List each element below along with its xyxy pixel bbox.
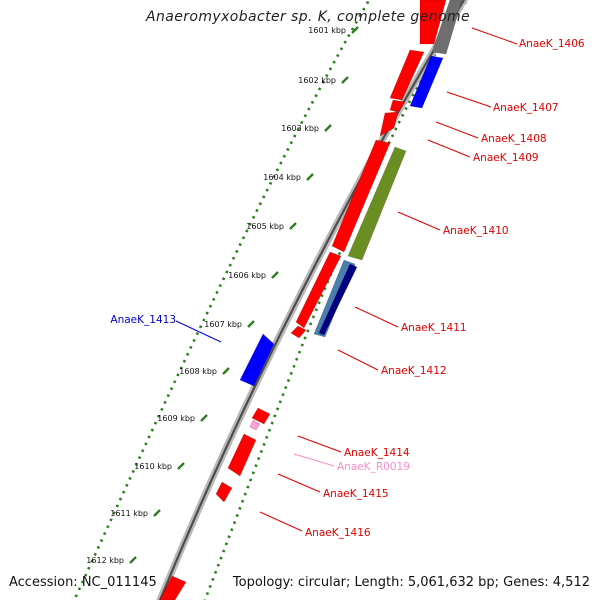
major-tick — [129, 556, 137, 564]
gene-anaek-1416 — [215, 481, 233, 503]
gene-anaek-1407 — [389, 49, 425, 101]
leader-line — [277, 473, 321, 493]
gene-anaek-1407-b — [409, 55, 444, 109]
gene-anaek-1410-b — [347, 146, 407, 261]
gene-anaek-1413 — [239, 333, 275, 387]
tick-label: 1603 kbp — [281, 124, 319, 133]
gene-anaek-1406-b — [431, 0, 463, 55]
gene-label[interactable]: AnaeK_1413 — [110, 314, 176, 326]
gene-anaek-1415 — [227, 433, 257, 477]
leader-line — [337, 349, 379, 371]
leader-line — [427, 139, 471, 158]
gene-label[interactable]: AnaeK_1411 — [401, 322, 467, 334]
gene-anaek-1410 — [331, 139, 391, 253]
gene-anaek-1411 — [295, 251, 342, 329]
major-tick — [222, 367, 230, 375]
major-tick — [351, 26, 359, 34]
accession-text: Accession: NC_011145 — [9, 575, 157, 590]
leader-line — [259, 511, 303, 532]
leader-line — [435, 121, 479, 139]
backbone-line — [158, 0, 466, 600]
gene-anaek-1411-c — [318, 263, 358, 336]
gene-anaek-1406 — [419, 0, 447, 45]
leader-line — [397, 211, 441, 231]
gene-features — [159, 0, 463, 600]
map-title: Anaeromyxobacter sp. K, complete genome — [146, 9, 471, 25]
gene-label[interactable]: AnaeK_1408 — [481, 133, 547, 145]
gene-label-layer: AnaeK_1406 AnaeK_1407 AnaeK_1408 AnaeK_1409… — [110, 27, 585, 539]
leader-line — [293, 453, 335, 467]
gene-anaek-r0019 — [249, 419, 261, 431]
gene-label[interactable]: AnaeK_1415 — [323, 488, 389, 500]
tick-label: 1602 kbp — [298, 76, 336, 85]
tick-label: 1601 kbp — [308, 26, 346, 35]
gene-anaek-1412 — [290, 325, 307, 339]
major-tick — [177, 462, 185, 470]
leader-line — [175, 320, 222, 343]
gene-label[interactable]: AnaeK_R0019 — [337, 461, 410, 473]
tick-label: 1604 kbp — [263, 173, 301, 182]
major-tick — [247, 320, 255, 328]
gene-label[interactable]: AnaeK_1416 — [305, 527, 371, 539]
tick-label: 1609 kbp — [157, 414, 195, 423]
topology-text: Topology: circular; Length: 5,061,632 bp… — [232, 575, 590, 590]
tick-label: 1607 kbp — [204, 320, 242, 329]
major-tick — [341, 76, 349, 84]
leader-line — [297, 435, 342, 453]
major-tick — [200, 414, 208, 422]
major-tick — [289, 222, 297, 230]
tick-label: 1606 kbp — [228, 271, 266, 280]
tick-label: 1612 kbp — [86, 556, 124, 565]
leader-line — [446, 91, 492, 108]
major-tick — [324, 124, 332, 132]
major-tick — [153, 509, 161, 517]
tick-label: 1611 kbp — [110, 509, 148, 518]
genome-backbone — [156, 0, 469, 600]
major-tick — [306, 173, 314, 181]
tick-label: 1608 kbp — [179, 367, 217, 376]
gene-label[interactable]: AnaeK_1409 — [473, 152, 539, 164]
gene-label[interactable]: AnaeK_1414 — [344, 447, 410, 459]
major-tick — [271, 271, 279, 279]
gene-anaek-1409 — [379, 111, 399, 137]
gene-label[interactable]: AnaeK_1407 — [493, 102, 559, 114]
gene-partial — [159, 575, 187, 600]
gene-label[interactable]: AnaeK_1406 — [519, 38, 585, 50]
gene-anaek-1414 — [251, 407, 271, 425]
tick-label: 1605 kbp — [246, 222, 284, 231]
gene-label[interactable]: AnaeK_1412 — [381, 365, 447, 377]
leader-line — [471, 27, 518, 45]
tick-label: 1610 kbp — [134, 462, 172, 471]
leader-line — [354, 306, 399, 328]
gene-label[interactable]: AnaeK_1410 — [443, 225, 509, 237]
